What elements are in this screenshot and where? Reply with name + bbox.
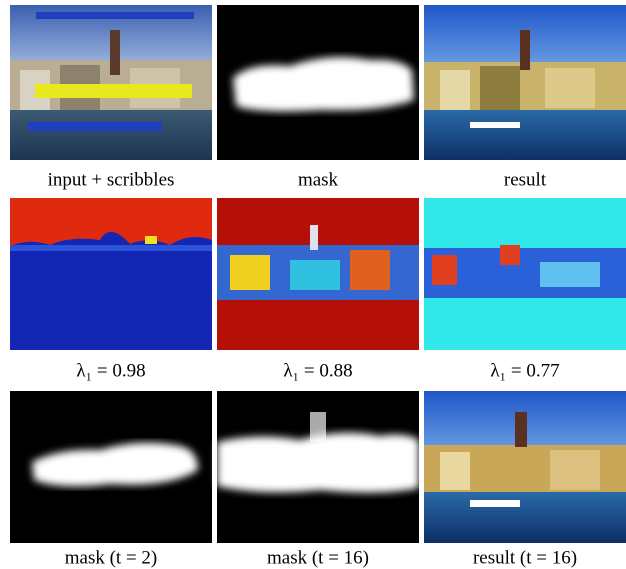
- mask-image: [10, 391, 212, 543]
- caption: input + scribbles: [48, 169, 175, 190]
- caption: result (t = 16): [473, 547, 577, 568]
- caption: λ₁ = 0.77: [490, 360, 559, 381]
- result-image: [424, 391, 626, 543]
- caption: λ₁ = 0.98: [76, 360, 145, 381]
- caption: mask (t = 16): [267, 547, 369, 568]
- caption: result: [504, 169, 547, 190]
- caption: mask (t = 2): [65, 547, 158, 568]
- result-image: [424, 5, 626, 160]
- page: input + scribbles mask result λ₁ = 0.98 …: [0, 0, 626, 569]
- eigen-map: [10, 198, 212, 350]
- eigen-map: [217, 198, 419, 350]
- mask-image: [217, 5, 419, 160]
- input-image: [10, 5, 212, 160]
- mask-image: [217, 391, 419, 543]
- caption: mask: [298, 169, 339, 190]
- figure: input + scribbles mask result λ₁ = 0.98 …: [0, 0, 626, 569]
- eigen-map: [424, 198, 626, 350]
- caption: λ₁ = 0.88: [283, 360, 352, 381]
